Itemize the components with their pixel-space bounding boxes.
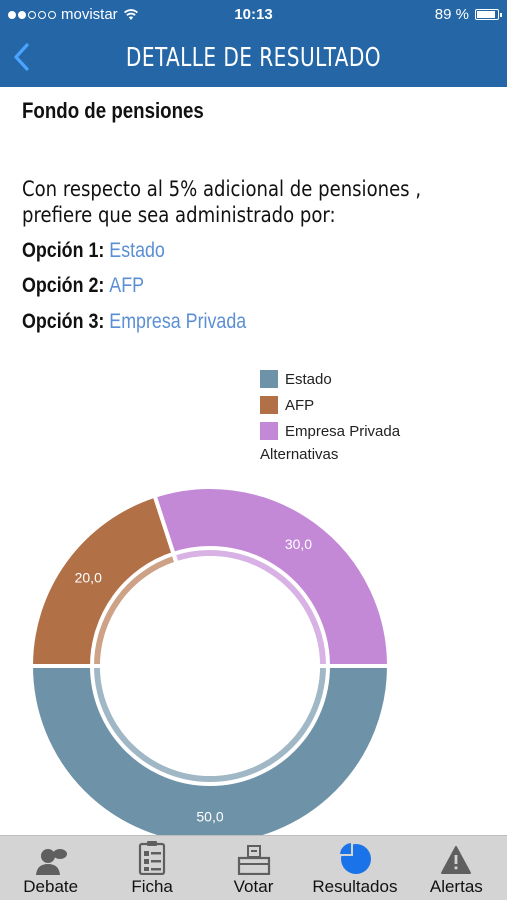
battery-status: 89 %	[434, 6, 502, 23]
tab-label: Ficha	[131, 877, 173, 896]
signal-strength-icon	[8, 10, 56, 19]
legend-item: Empresa Privada	[260, 418, 400, 444]
tab-resultados[interactable]: Resultados	[304, 836, 405, 900]
tab-votar[interactable]: Votar	[203, 836, 304, 900]
legend-label: AFP	[285, 396, 315, 414]
tab-debate[interactable]: Debate	[0, 836, 101, 900]
donut-chart: 50,0 20,0 30,0	[28, 485, 392, 835]
tab-label: Votar	[233, 877, 274, 896]
option-value: Empresa Privada	[109, 310, 247, 333]
option-1: Opción 1: Estado	[22, 239, 165, 263]
person-speech-icon	[35, 849, 67, 875]
question-text: Con respecto al 5% adicional de pensione…	[22, 177, 422, 227]
option-label: Opción 2:	[22, 274, 105, 297]
legend-item: Estado	[260, 366, 400, 392]
page-title: DETALLE DE RESULTADO	[125, 43, 382, 73]
option-value: AFP	[109, 274, 145, 297]
checklist-icon	[139, 841, 166, 875]
donut-slice-empresa-privada	[152, 485, 392, 668]
battery-icon	[475, 9, 502, 20]
tab-ficha[interactable]: Ficha	[101, 836, 202, 900]
chart-legend: Estado AFP Empresa Privada Alternativas	[260, 366, 400, 463]
tab-label: Alertas	[429, 877, 483, 896]
legend-label: Estado	[285, 370, 332, 388]
pie-chart-icon	[337, 841, 371, 874]
chevron-left-icon[interactable]	[10, 40, 34, 74]
ballot-box-icon	[237, 845, 270, 875]
donut-slice-afp	[28, 493, 180, 668]
legend-swatch	[260, 422, 278, 440]
tab-bar: Debate Ficha Votar Resultados	[0, 835, 507, 900]
option-label: Opción 1:	[22, 239, 105, 262]
legend-item: AFP	[260, 392, 400, 418]
option-2: Opción 2: AFP	[22, 274, 144, 298]
legend-label: Empresa Privada	[285, 422, 401, 440]
clock: 10:13	[234, 6, 273, 23]
tab-alertas[interactable]: Alertas	[406, 836, 507, 900]
battery-percent: 89 %	[434, 6, 469, 23]
status-bar: movistar 10:13 89 %	[0, 0, 507, 30]
data-label: 30,0	[285, 536, 312, 552]
legend-swatch	[260, 396, 278, 414]
carrier-info: movistar	[8, 6, 139, 23]
warning-icon	[441, 846, 472, 874]
option-value: Estado	[109, 239, 165, 262]
carrier-name: movistar	[61, 6, 118, 23]
option-3: Opción 3: Empresa Privada	[22, 310, 246, 334]
nav-bar: DETALLE DE RESULTADO	[0, 30, 507, 87]
data-label: 20,0	[75, 570, 102, 586]
legend-title: Alternativas	[260, 446, 339, 463]
legend-swatch	[260, 370, 278, 388]
tab-label: Debate	[23, 877, 79, 896]
data-label: 50,0	[196, 809, 223, 825]
section-title: Fondo de pensiones	[22, 98, 204, 123]
tab-label: Resultados	[312, 877, 398, 896]
wifi-icon	[123, 9, 138, 20]
option-label: Opción 3:	[22, 310, 105, 333]
